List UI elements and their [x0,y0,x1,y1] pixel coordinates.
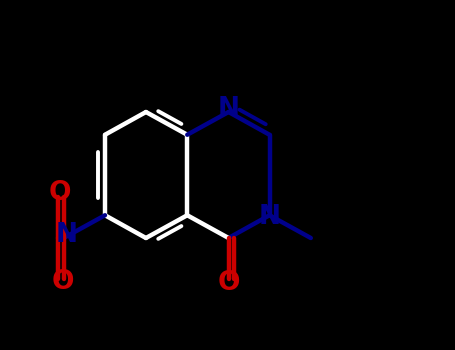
Text: N: N [258,204,280,230]
Text: N: N [217,96,239,122]
Text: O: O [217,270,240,296]
Text: N: N [56,222,77,248]
Text: O: O [49,180,71,206]
Text: O: O [52,269,74,295]
